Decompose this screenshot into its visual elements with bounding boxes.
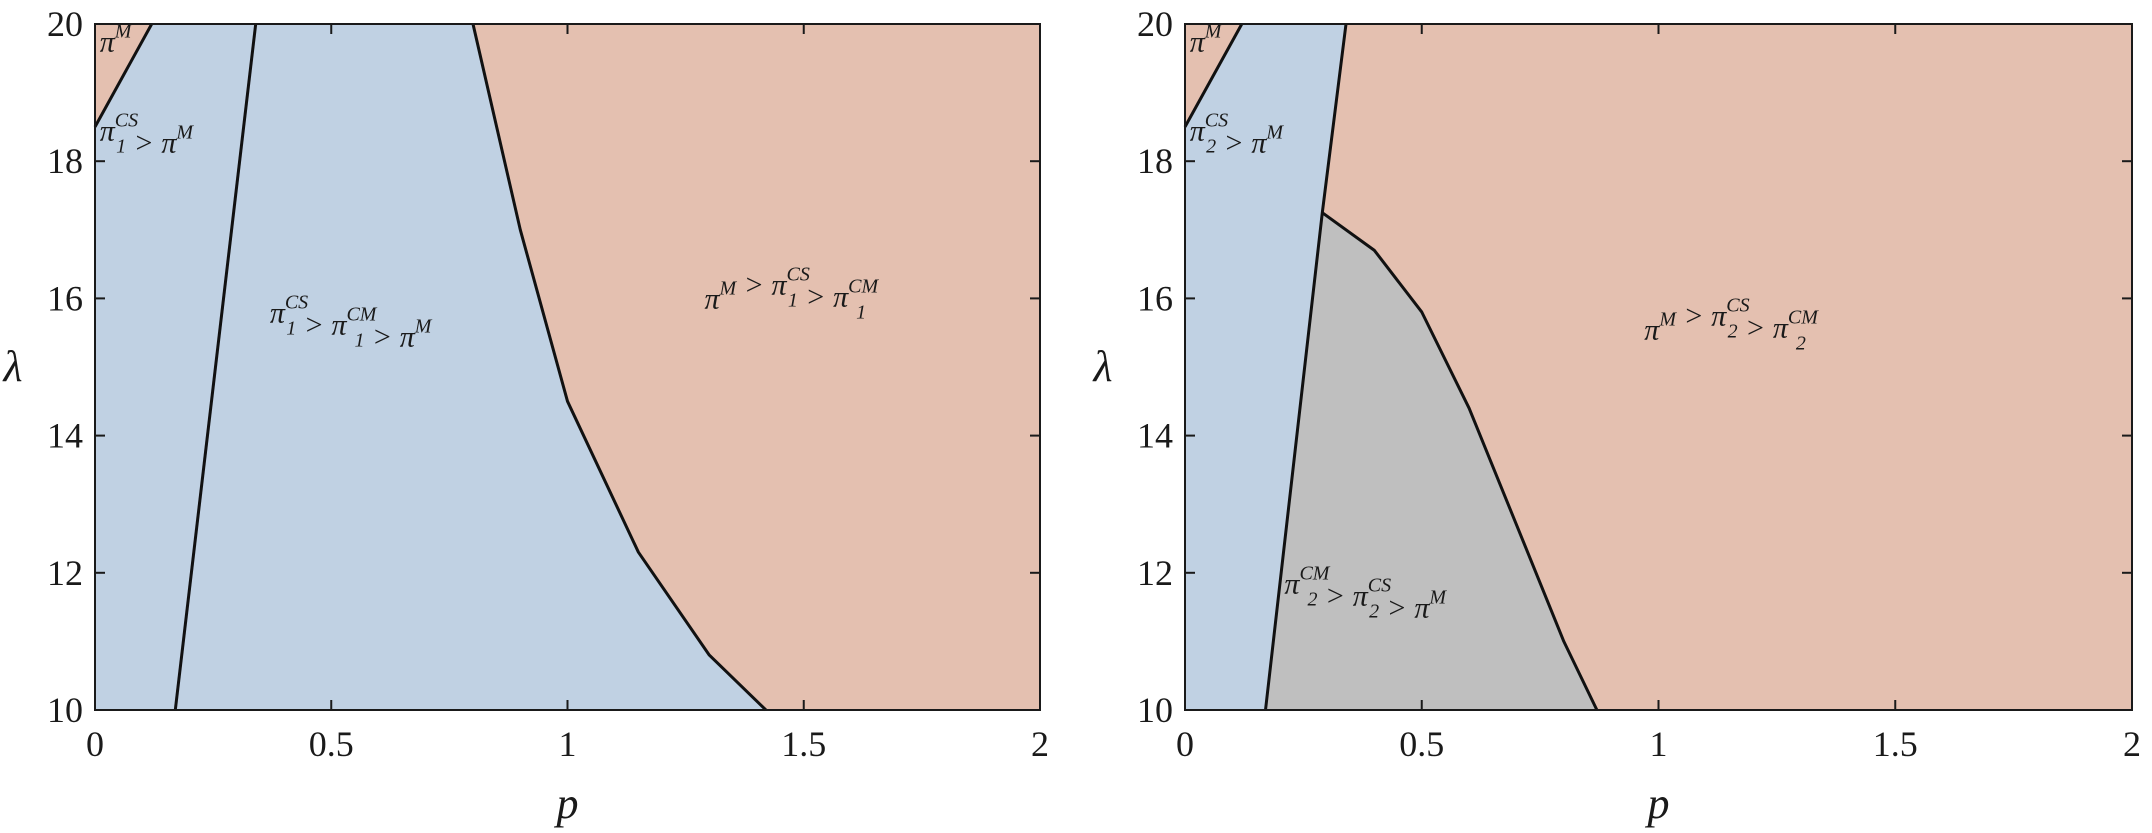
region-label-4: πM > πCS 1 > πCM 1	[705, 264, 880, 324]
y-tick-label: 14	[1137, 416, 1173, 456]
y-axis-label: λ	[1, 342, 22, 391]
y-tick-label: 16	[1137, 278, 1173, 318]
x-tick-label: 0.5	[309, 724, 354, 764]
x-tick-label: 1.5	[1873, 724, 1918, 764]
y-tick-label: 16	[47, 278, 83, 318]
region-label-2: πCS 2 > πM	[1190, 110, 1285, 160]
y-tick-label: 10	[1137, 690, 1173, 730]
x-tick-label: 1.5	[781, 724, 826, 764]
region-label-2: πCS 1 > πM	[100, 110, 195, 160]
x-tick-label: 1	[559, 724, 577, 764]
region-label-4: πM > πCS 2 > πCM 2	[1644, 295, 1819, 355]
y-tick-label: 14	[47, 416, 83, 456]
boundary-curve-1	[1183, 23, 1244, 128]
region-label-1: πM	[1190, 20, 1223, 58]
x-tick-label: 0.5	[1399, 724, 1444, 764]
y-tick-label: 20	[1137, 4, 1173, 44]
x-axis-label: p	[1645, 779, 1670, 828]
x-tick-label: 0	[86, 724, 104, 764]
x-tick-label: 1	[1650, 724, 1668, 764]
region-label-3: πCM 2 > πCS 2 > πM	[1284, 562, 1447, 624]
boundary-curve-3	[471, 23, 767, 712]
y-tick-label: 12	[47, 553, 83, 593]
y-tick-label: 12	[1137, 553, 1173, 593]
region-label-3: πCS 1 > πCM 1 > πM	[270, 291, 433, 353]
right-panel: 0 0.5 1 1.5 2 10 12 14 16 18 20 p λ πM πCS 2 > πM πCM 2 >…	[1091, 4, 2141, 828]
region-label-1: πM	[100, 20, 133, 58]
y-tick-label: 10	[47, 690, 83, 730]
boundary-curve-3	[1321, 211, 1599, 711]
boundary-curve-2	[173, 23, 258, 711]
y-tick-label: 18	[47, 141, 83, 181]
x-axis-label: p	[554, 779, 579, 828]
x-tick-label: 2	[2123, 724, 2141, 764]
y-axis-label: λ	[1091, 342, 1112, 391]
y-tick-label: 18	[1137, 141, 1173, 181]
x-tick-label: 2	[1031, 724, 1049, 764]
left-panel: 0 0.5 1 1.5 2 10 12 14 16 18 20 p λ πM πCS 1 > πM πCS 1 >…	[1, 4, 1049, 828]
y-tick-label: 20	[47, 4, 83, 44]
x-tick-label: 0	[1176, 724, 1194, 764]
boundary-curve-1	[93, 23, 154, 128]
